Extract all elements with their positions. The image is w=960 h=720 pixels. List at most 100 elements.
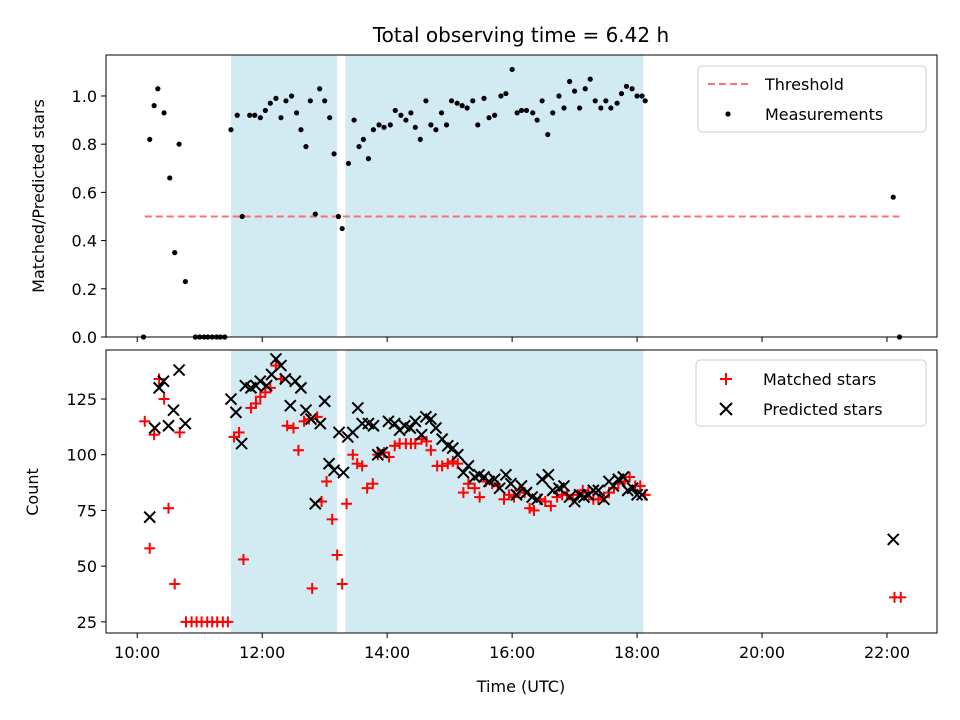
- y-tick-label: 0.4: [72, 232, 97, 251]
- measurement-point: [498, 93, 504, 99]
- measurement-point: [339, 225, 345, 232]
- predicted-point: [274, 359, 288, 372]
- measurement-point: [642, 98, 648, 104]
- predicted-point: [279, 372, 292, 386]
- matched-point: [351, 458, 363, 470]
- y-tick-label: 0.2: [72, 280, 97, 299]
- measurement-point: [327, 115, 333, 121]
- y-tick-label: 50: [77, 557, 97, 576]
- legend-threshold-label: Threshold: [764, 75, 844, 94]
- measurement-point: [288, 93, 295, 99]
- matched-point: [367, 478, 379, 490]
- matched-point: [361, 482, 373, 494]
- measurement-point: [392, 107, 398, 114]
- predicted-point: [254, 374, 267, 388]
- count-panel: 25 50 75 100 125 10:00 12:00 14:00 16:00 18:00 20:…: [23, 349, 938, 662]
- measurement-point: [356, 143, 362, 150]
- measurement-point: [172, 250, 178, 256]
- predicted-point: [887, 533, 900, 546]
- predicted-point: [415, 428, 428, 441]
- predicted-point: [284, 399, 297, 412]
- x-tick-label: 16:00: [489, 643, 535, 662]
- predicted-point: [322, 457, 336, 470]
- matched-point: [503, 489, 515, 501]
- y-tick-label: 125: [66, 390, 97, 409]
- legend-predicted-label: Predicted stars: [763, 400, 883, 419]
- matched-point: [306, 582, 318, 594]
- measurement-point: [438, 110, 445, 116]
- legend-predicted-swatch: [719, 402, 733, 416]
- matched-point: [303, 413, 315, 425]
- predicted-point: [229, 406, 243, 419]
- measurement-point: [459, 103, 465, 109]
- matched-stars-series: [139, 360, 907, 628]
- measurement-point: [412, 124, 418, 130]
- measurement-point: [345, 160, 352, 167]
- matched-point: [237, 553, 249, 565]
- measurement-point: [550, 110, 556, 116]
- measurement-point: [464, 105, 470, 111]
- matched-point: [144, 542, 156, 554]
- matched-point: [409, 438, 421, 450]
- matched-point: [545, 500, 557, 512]
- measurement-point: [398, 112, 404, 118]
- x-tick-label: 22:00: [864, 643, 910, 662]
- predicted-point: [304, 412, 318, 426]
- measurement-point: [151, 103, 157, 109]
- measurement-point: [267, 100, 273, 106]
- predicted-point: [587, 484, 600, 497]
- predicted-point: [332, 426, 346, 439]
- predicted-point: [557, 479, 571, 493]
- measurement-point: [561, 105, 567, 111]
- measurement-point: [403, 117, 409, 123]
- measurement-point: [417, 136, 423, 142]
- predicted-point: [375, 446, 389, 459]
- predicted-point: [424, 412, 438, 426]
- measurement-point: [518, 107, 525, 114]
- predicted-point: [535, 473, 549, 486]
- y-tick-label: 0.8: [72, 135, 97, 154]
- plot-frame: [105, 54, 938, 338]
- predicted-point: [462, 459, 475, 473]
- predicted-point: [504, 477, 518, 490]
- matched-point: [287, 422, 299, 434]
- measurement-point: [623, 83, 630, 89]
- predicted-point: [172, 363, 186, 377]
- measurement-point: [360, 136, 367, 142]
- matched-point: [624, 471, 636, 483]
- observing-windows-bottom: [230, 350, 644, 633]
- measurement-point: [618, 90, 625, 97]
- x-tick-label: 12:00: [239, 643, 285, 662]
- y-tick-label: 0.0: [72, 328, 97, 347]
- predicted-point: [451, 448, 464, 461]
- measurement-point: [161, 110, 167, 116]
- x-tick-label: 20:00: [739, 643, 785, 662]
- measurement-point: [534, 117, 540, 123]
- predicted-point: [409, 415, 422, 428]
- measurements-series: [140, 66, 903, 340]
- plot-frame: [105, 349, 938, 634]
- measurement-point: [365, 156, 372, 162]
- predicted-point: [318, 395, 331, 408]
- measurement-point: [448, 98, 455, 104]
- y-tick-label: 100: [66, 446, 97, 465]
- measurement-point: [307, 98, 313, 104]
- measurement-point: [567, 78, 573, 85]
- measurement-point: [283, 98, 289, 104]
- measurement-point: [155, 86, 161, 92]
- predicted-point: [617, 470, 630, 484]
- predicted-point: [294, 381, 308, 395]
- predicted-point: [542, 468, 555, 481]
- matched-point: [264, 382, 276, 394]
- matched-point: [474, 491, 486, 503]
- chart-title: Total observing time = 6.42 h: [372, 23, 669, 47]
- measurement-point: [530, 110, 536, 116]
- count-y-axis-label: Count: [23, 468, 42, 516]
- predicted-point: [493, 481, 506, 495]
- legend-measurements-swatch: [725, 111, 731, 117]
- predicted-point: [309, 497, 322, 510]
- predicted-point: [179, 417, 192, 430]
- matched-point: [436, 460, 448, 472]
- predicted-point: [429, 421, 443, 435]
